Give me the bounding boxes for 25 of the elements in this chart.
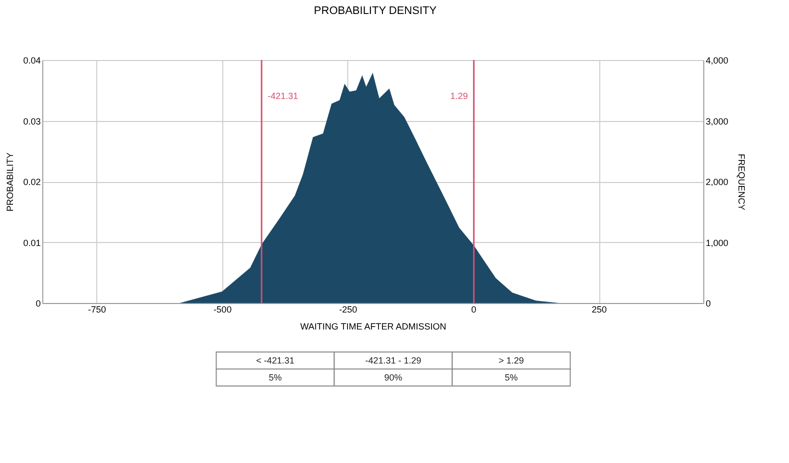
chart-title: PROBABILITY DENSITY [314,5,438,17]
x-tick-label: 0 [471,304,476,314]
text: < -421.31 [256,356,294,366]
y2-tick-label: 3,000 [706,116,728,126]
x-axis-title: WAITING TIME AFTER ADMISSION [300,322,446,332]
y-axis-title: PROBABILITY [5,152,16,212]
text: 5% [268,372,282,382]
y2-tick-label: 1,000 [706,238,728,248]
text: -421.31 - 1.29 [365,356,422,366]
x-tick-label: -250 [339,304,358,314]
y-tick-label: 0.01 [23,238,41,248]
y-tick-label: 0.03 [23,116,41,126]
text: > 1.29 [498,356,524,366]
y-tick-label: 0.04 [23,56,41,66]
y2-axis-title: FREQUENCY [736,154,746,210]
y2-tick-label: 4,000 [706,56,728,66]
text: 5% [504,372,518,382]
ref-line-label: -421.31 [268,91,298,101]
y-tick-label: 0.02 [23,177,41,187]
x-tick-label: -500 [214,304,232,314]
y2-tick-label: 2,000 [706,177,728,187]
x-tick-label: 250 [592,304,607,314]
ref-line-label: 1.29 [450,91,468,101]
text: 90% [384,372,402,382]
x-tick-label: -750 [88,304,106,314]
